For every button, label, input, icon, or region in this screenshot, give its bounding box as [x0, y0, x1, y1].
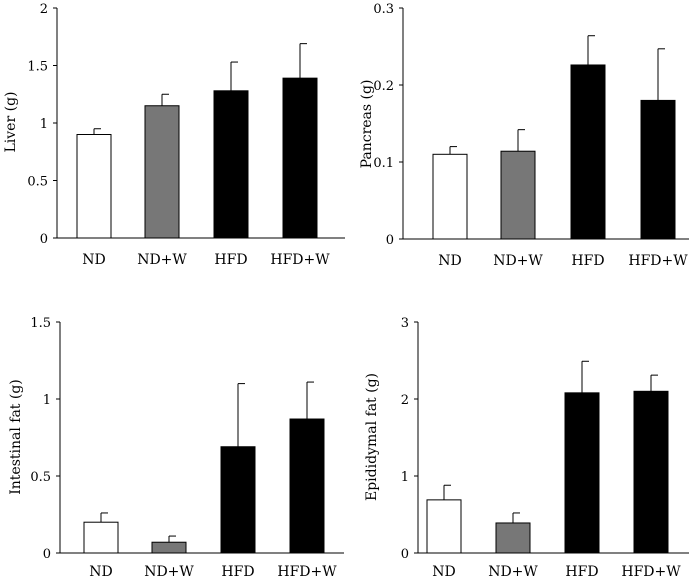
bar-intestinal-fat-nd [83, 521, 119, 554]
x-tick-label-epididymal-fat: HFD [565, 564, 598, 579]
y-tick-label-liver: 1 [40, 117, 48, 132]
x-tick-label-intestinal-fat: HFD+W [277, 564, 337, 579]
x-tick-label-liver: ND+W [137, 252, 187, 268]
bar-epididymal-fat-nd [426, 499, 462, 554]
bar-liver-hfd-plus-w [282, 77, 318, 239]
x-tick-label-pancreas: HFD [571, 253, 604, 269]
bar-epididymal-fat-hfd [564, 392, 600, 554]
x-tick-label-intestinal-fat: ND+W [144, 564, 194, 579]
y-tick-label-pancreas: 0.2 [373, 79, 394, 94]
bar-epididymal-fat-nd-plus-w [495, 522, 531, 554]
y-tick-label-liver: 0.5 [27, 175, 48, 190]
y-axis-title-intestinal-fat: Intestinal fat (g) [8, 379, 24, 495]
y-tick-label-epididymal-fat: 2 [401, 393, 409, 408]
x-tick-label-liver: HFD+W [270, 252, 330, 268]
y-tick-label-pancreas: 0.1 [373, 156, 394, 171]
chart-epididymal-fat: Epididymal fat (g) 0 1 2 3 ND ND+W HFD HFD+W [364, 316, 689, 579]
x-tick-label-pancreas: HFD+W [628, 253, 688, 269]
y-axis-title-epididymal-fat: Epididymal fat (g) [364, 373, 380, 501]
y-tick-label-epididymal-fat: 3 [401, 316, 409, 331]
x-tick-label-epididymal-fat: ND [432, 564, 455, 579]
x-tick-label-pancreas: ND+W [493, 253, 543, 269]
y-tick-label-intestinal-fat: 0.5 [30, 470, 51, 485]
x-tick-label-pancreas: ND [438, 253, 461, 269]
y-tick-label-liver: 0 [40, 232, 48, 247]
bar-liver-hfd [213, 90, 249, 239]
y-axis-title-liver: Liver (g) [3, 92, 19, 153]
y-tick-label-liver: 2 [40, 2, 48, 17]
y-tick-label-pancreas: 0.3 [373, 2, 394, 17]
y-tick-label-intestinal-fat: 1.5 [30, 316, 51, 331]
x-tick-label-intestinal-fat: ND [89, 564, 112, 579]
bar-pancreas-hfd [570, 64, 606, 240]
bar-intestinal-fat-hfd-plus-w [289, 418, 325, 554]
chart-intestinal-fat: Intestinal fat (g) 0 0.5 1 1.5 ND ND+W HFD HFD+… [8, 316, 344, 579]
y-tick-label-epididymal-fat: 1 [401, 470, 409, 485]
x-tick-label-liver: ND [82, 252, 105, 268]
bar-pancreas-nd [432, 153, 468, 240]
bar-pancreas-hfd-plus-w [640, 99, 676, 240]
y-tick-label-intestinal-fat: 0 [43, 547, 51, 562]
bar-pancreas-nd-plus-w [500, 150, 536, 240]
y-tick-label-intestinal-fat: 1 [43, 393, 51, 408]
chart-pancreas: Pancreas (g) 0 0.1 0.2 0.3 ND ND+W HFD HFD+W [359, 2, 689, 269]
bar-liver-nd [76, 134, 112, 239]
x-tick-label-epididymal-fat: HFD+W [621, 564, 681, 579]
y-tick-label-epididymal-fat: 0 [401, 547, 409, 562]
y-axis-title-pancreas: Pancreas (g) [359, 80, 375, 169]
x-tick-label-intestinal-fat: HFD [221, 564, 254, 579]
chart-liver: Liver (g) 0 0.5 1 1.5 2 ND ND+W HFD HFD+W [3, 2, 345, 268]
bar-intestinal-fat-hfd [220, 446, 256, 554]
x-tick-label-epididymal-fat: ND+W [488, 564, 538, 579]
y-tick-label-liver: 1.5 [27, 60, 48, 75]
x-tick-label-liver: HFD [214, 252, 247, 268]
bar-liver-nd-plus-w [144, 105, 180, 239]
y-tick-label-pancreas: 0 [386, 233, 394, 248]
bar-epididymal-fat-hfd-plus-w [633, 390, 669, 554]
bar-intestinal-fat-nd-plus-w [151, 541, 187, 554]
